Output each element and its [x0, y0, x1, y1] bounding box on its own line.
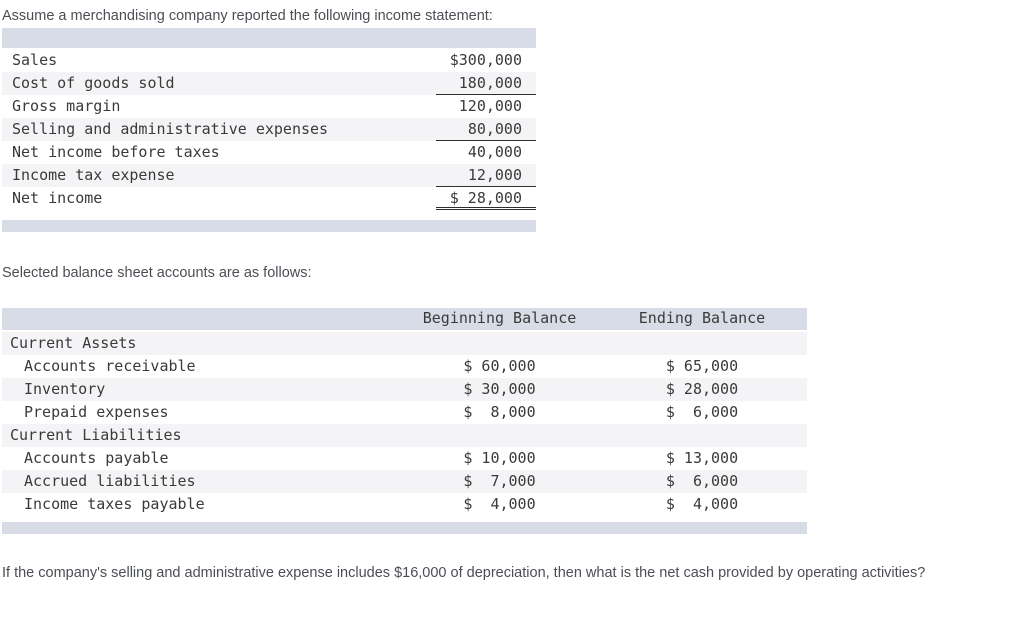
balance-sheet-row: Inventory $ 30,000 $ 28,000 — [2, 378, 807, 401]
row-label: Inventory — [24, 380, 106, 398]
income-statement-row: Net income before taxes 40,000 — [2, 141, 536, 164]
row-ending-balance: $ 6,000 — [665, 403, 739, 421]
income-statement-footer-bar — [2, 220, 536, 232]
income-statement-row: Income tax expense 12,000 — [2, 164, 536, 187]
row-beginning-balance — [402, 332, 597, 355]
row-label: Income tax expense — [12, 166, 175, 184]
row-label: Accrued liabilities — [24, 472, 196, 490]
balance-sheet-row: Current Assets — [2, 332, 807, 355]
beginning-balance-column-header: Beginning Balance — [422, 309, 577, 327]
intro-text: Assume a merchandising company reported … — [2, 8, 493, 24]
row-label: Accounts payable — [24, 449, 169, 467]
balance-intro-text: Selected balance sheet accounts are as f… — [2, 265, 312, 281]
row-label: Current Liabilities — [10, 426, 182, 444]
income-statement-rows: Sales $300,000 Cost of goods sold 180,00… — [2, 49, 536, 210]
income-statement-row: Cost of goods sold 180,000 — [2, 72, 536, 95]
row-beginning-balance: $ 10,000 — [463, 449, 536, 467]
row-label: Selling and administrative expenses — [12, 120, 329, 138]
row-beginning-balance: $ 7,000 — [463, 472, 536, 490]
row-beginning-balance: $ 4,000 — [463, 495, 536, 513]
row-ending-balance: $ 6,000 — [665, 472, 739, 490]
row-label: Current Assets — [10, 334, 137, 352]
row-ending-balance: $ 65,000 — [665, 357, 739, 375]
income-statement-row: Selling and administrative expenses 80,0… — [2, 118, 536, 141]
row-ending-balance: $ 28,000 — [665, 380, 739, 398]
row-amount: $300,000 — [449, 51, 522, 69]
row-amount: 80,000 — [436, 118, 536, 141]
row-amount: 40,000 — [467, 143, 522, 161]
row-label: Sales — [12, 51, 58, 69]
row-label: Net income — [12, 189, 103, 207]
row-ending-balance: $ 13,000 — [665, 449, 739, 467]
row-label: Cost of goods sold — [12, 74, 175, 92]
balance-sheet-row: Current Liabilities — [2, 424, 807, 447]
row-label: Net income before taxes — [12, 143, 220, 161]
balance-sheet-header-spacer — [2, 308, 402, 330]
row-ending-balance — [597, 332, 807, 355]
row-label: Income taxes payable — [24, 495, 205, 513]
income-statement-row: Sales $300,000 — [2, 49, 536, 72]
row-amount: 12,000 — [436, 164, 536, 187]
row-beginning-balance — [402, 424, 597, 447]
row-label: Prepaid expenses — [24, 403, 169, 421]
balance-sheet-footer-bar — [2, 522, 807, 534]
row-ending-balance — [597, 424, 807, 447]
row-beginning-balance: $ 8,000 — [463, 403, 536, 421]
question-text: If the company's selling and administrat… — [2, 565, 926, 581]
row-label: Accounts receivable — [24, 357, 196, 375]
balance-sheet-row: Prepaid expenses $ 8,000 $ 6,000 — [2, 401, 807, 424]
income-statement-header-bar — [2, 28, 536, 48]
income-statement-row: Gross margin 120,000 — [2, 95, 536, 118]
row-ending-balance: $ 4,000 — [665, 495, 739, 513]
income-statement-row: Net income $ 28,000 — [2, 187, 536, 210]
ending-balance-column-header: Ending Balance — [638, 309, 766, 327]
balance-sheet-row: Accounts payable $ 10,000 $ 13,000 — [2, 447, 807, 470]
row-amount: $ 28,000 — [436, 187, 536, 210]
balance-sheet-row: Accrued liabilities $ 7,000 $ 6,000 — [2, 470, 807, 493]
row-label: Gross margin — [12, 97, 121, 115]
balance-sheet-row: Accounts receivable $ 60,000 $ 65,000 — [2, 355, 807, 378]
row-amount: 120,000 — [458, 97, 522, 115]
balance-sheet-header-row: Beginning Balance Ending Balance — [2, 308, 807, 330]
balance-sheet-rows: Current Assets Accounts receivable $ 60,… — [2, 332, 807, 516]
balance-sheet-table: Beginning Balance Ending Balance Current… — [2, 308, 807, 534]
row-amount: 180,000 — [436, 72, 536, 95]
balance-sheet-row: Income taxes payable $ 4,000 $ 4,000 — [2, 493, 807, 516]
row-beginning-balance: $ 60,000 — [463, 357, 536, 375]
income-statement-table: Sales $300,000 Cost of goods sold 180,00… — [2, 28, 536, 232]
row-beginning-balance: $ 30,000 — [463, 380, 536, 398]
